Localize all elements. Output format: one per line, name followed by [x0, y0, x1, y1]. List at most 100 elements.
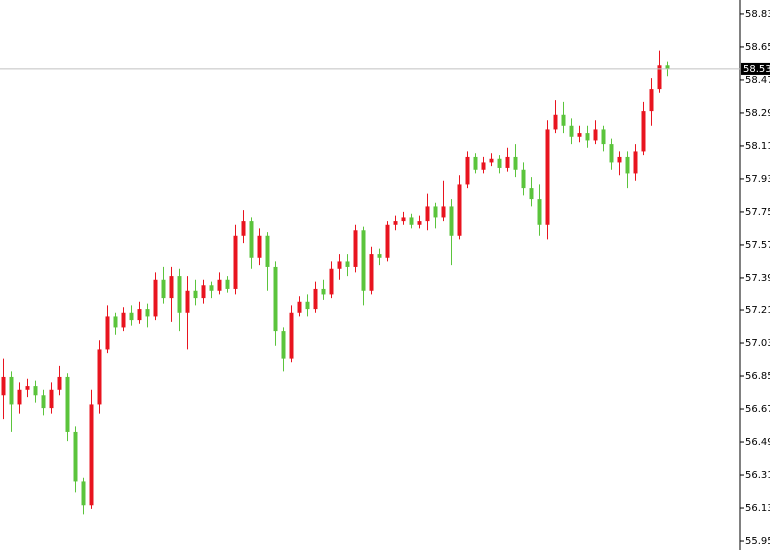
- candle-body: [233, 235, 238, 289]
- candle-body: [305, 301, 310, 310]
- candle-body: [145, 309, 150, 317]
- candle-body: [49, 389, 54, 409]
- candle-body: [153, 279, 158, 317]
- current-price-box: [741, 62, 770, 75]
- y-tick-label: 56.315: [745, 470, 770, 481]
- candle-body: [553, 114, 558, 130]
- candle-body: [281, 331, 286, 359]
- y-tick-label: 56.135: [745, 503, 770, 514]
- candle-body: [89, 404, 94, 506]
- candle-body: [321, 288, 326, 295]
- candle-body: [497, 158, 502, 168]
- candle-body: [65, 376, 70, 432]
- candle-body: [529, 188, 534, 200]
- y-tick-label: 58.470: [745, 75, 770, 86]
- candle-body: [289, 312, 294, 359]
- y-tick-label: 57.930: [745, 174, 770, 185]
- y-tick-label: 57.035: [745, 338, 770, 349]
- candle-body: [225, 279, 230, 289]
- candle-body: [249, 221, 254, 258]
- candle-body: [425, 206, 430, 222]
- candle-body: [257, 235, 262, 258]
- candle-body: [169, 276, 174, 299]
- candle-body: [329, 268, 334, 295]
- candle-body: [273, 266, 278, 332]
- candle-body: [121, 312, 126, 328]
- candle-body: [33, 386, 38, 396]
- candle-body: [537, 199, 542, 225]
- y-tick-label: 58.830: [745, 9, 770, 20]
- candle-body: [209, 285, 214, 291]
- candle-body: [633, 151, 638, 174]
- candle-body: [473, 156, 478, 170]
- candle-body: [465, 156, 470, 185]
- y-tick-label: 55.955: [745, 536, 770, 547]
- candle-body: [105, 316, 110, 350]
- candle-body: [665, 65, 670, 69]
- candle-body: [369, 254, 374, 291]
- candle-body: [97, 349, 102, 405]
- candle-body: [457, 184, 462, 236]
- candle-body: [641, 111, 646, 152]
- candle-body: [201, 285, 206, 299]
- candle-body: [113, 316, 118, 328]
- candle-body: [521, 169, 526, 189]
- y-tick-label: 57.570: [745, 240, 770, 251]
- candle-body: [41, 395, 46, 409]
- candle-body: [417, 221, 422, 225]
- candle-body: [17, 389, 22, 405]
- y-tick-label: 56.675: [745, 404, 770, 415]
- y-tick-label: 58.650: [745, 42, 770, 53]
- candle-body: [393, 221, 398, 225]
- candle-body: [561, 114, 566, 126]
- candle-body: [657, 65, 662, 90]
- candle-body: [185, 290, 190, 313]
- candle-body: [545, 129, 550, 225]
- y-tick-label: 57.215: [745, 305, 770, 316]
- candle-body: [489, 158, 494, 163]
- candle-body: [57, 376, 62, 390]
- candle-body: [241, 221, 246, 236]
- candle-body: [9, 376, 14, 405]
- candle-body: [217, 279, 222, 291]
- candle-body: [401, 217, 406, 222]
- candle-body: [193, 290, 198, 299]
- candle-body: [505, 156, 510, 168]
- candle-body: [161, 279, 166, 299]
- y-tick-label: 56.495: [745, 437, 770, 448]
- y-tick-label: 56.855: [745, 371, 770, 382]
- candle-body: [81, 481, 86, 506]
- candle-body: [361, 230, 366, 291]
- candle-body: [449, 206, 454, 236]
- candle-body: [1, 376, 6, 396]
- candle-body: [481, 162, 486, 170]
- candle-body: [577, 133, 582, 137]
- candle-body: [593, 129, 598, 141]
- candle-body: [345, 261, 350, 267]
- candle-body: [25, 386, 30, 390]
- candle-body: [137, 309, 142, 321]
- candle-body: [265, 235, 270, 267]
- candle-body: [433, 206, 438, 218]
- candle-body: [377, 254, 382, 258]
- current-price-label: 58.530: [743, 64, 770, 75]
- candle-body: [617, 156, 622, 163]
- candle-body: [409, 217, 414, 225]
- candle-body: [513, 156, 518, 170]
- y-tick-label: 58.110: [745, 141, 770, 152]
- candle-body: [129, 312, 134, 321]
- y-tick-label: 57.390: [745, 273, 770, 284]
- y-tick-label: 58.290: [745, 108, 770, 119]
- candle-body: [601, 129, 606, 145]
- y-tick-label: 57.750: [745, 207, 770, 218]
- candle-body: [609, 144, 614, 163]
- candle-body: [313, 288, 318, 310]
- candle-body: [625, 156, 630, 174]
- candle-body: [297, 301, 302, 313]
- candle-body: [585, 133, 590, 141]
- candle-body: [73, 431, 78, 482]
- candle-body: [569, 125, 574, 137]
- candle-body: [177, 276, 182, 313]
- candle-body: [337, 261, 342, 269]
